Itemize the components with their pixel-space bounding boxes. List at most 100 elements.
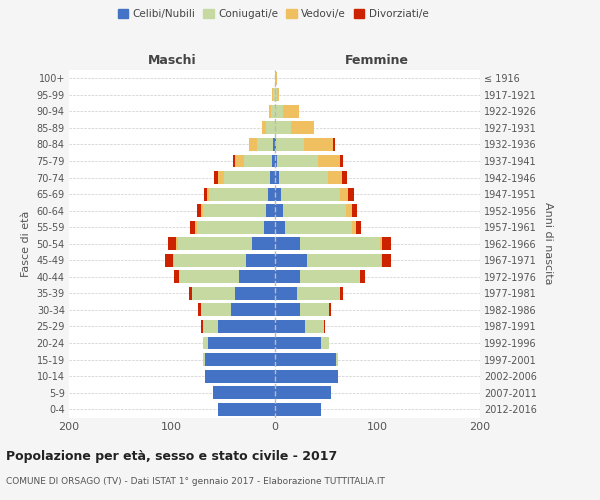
Bar [360, 270, 365, 283]
Bar [352, 220, 356, 234]
Bar [275, 171, 278, 184]
Bar [244, 154, 272, 168]
Bar [349, 188, 353, 200]
Bar [275, 72, 277, 85]
Bar [189, 287, 193, 300]
Bar [352, 204, 356, 217]
Bar [278, 171, 328, 184]
Bar [235, 287, 275, 300]
Bar [275, 254, 307, 267]
Bar [271, 171, 275, 184]
Bar [218, 171, 224, 184]
Bar [233, 154, 235, 168]
Bar [266, 204, 275, 217]
Bar [232, 304, 275, 316]
Bar [275, 336, 321, 349]
Bar [205, 370, 275, 382]
Bar [340, 188, 349, 200]
Bar [324, 320, 325, 333]
Bar [275, 105, 283, 118]
Bar [275, 88, 277, 102]
Bar [275, 370, 338, 382]
Bar [167, 238, 176, 250]
Bar [196, 220, 197, 234]
Bar [271, 105, 275, 118]
Bar [340, 154, 343, 168]
Bar [200, 304, 232, 316]
Bar [275, 304, 300, 316]
Bar [333, 138, 335, 151]
Bar [218, 403, 275, 415]
Bar [283, 105, 299, 118]
Bar [199, 304, 200, 316]
Bar [218, 320, 275, 333]
Bar [329, 304, 331, 316]
Bar [356, 220, 361, 234]
Bar [176, 238, 178, 250]
Bar [264, 220, 275, 234]
Bar [297, 287, 340, 300]
Bar [274, 88, 275, 102]
Bar [317, 154, 340, 168]
Bar [224, 171, 271, 184]
Bar [382, 238, 391, 250]
Bar [197, 220, 264, 234]
Bar [275, 122, 291, 134]
Bar [328, 171, 343, 184]
Bar [197, 204, 200, 217]
Bar [262, 122, 266, 134]
Bar [275, 403, 321, 415]
Bar [266, 122, 275, 134]
Bar [275, 138, 304, 151]
Bar [346, 204, 352, 217]
Text: COMUNE DI ORSAGO (TV) - Dati ISTAT 1° gennaio 2017 - Elaborazione TUTTITALIA.IT: COMUNE DI ORSAGO (TV) - Dati ISTAT 1° ge… [6, 478, 385, 486]
Bar [281, 188, 340, 200]
Bar [285, 220, 352, 234]
Bar [205, 353, 275, 366]
Bar [275, 204, 283, 217]
Bar [275, 270, 300, 283]
Bar [283, 204, 346, 217]
Bar [252, 238, 275, 250]
Bar [275, 238, 300, 250]
Bar [203, 188, 206, 200]
Bar [214, 171, 218, 184]
Bar [268, 188, 275, 200]
Bar [208, 336, 275, 349]
Bar [300, 304, 329, 316]
Bar [336, 353, 338, 366]
Bar [291, 122, 314, 134]
Bar [213, 386, 275, 399]
Bar [203, 336, 208, 349]
Bar [277, 88, 278, 102]
Bar [249, 138, 257, 151]
Bar [174, 270, 179, 283]
Bar [174, 254, 246, 267]
Legend: Celibi/Nubili, Coniugati/e, Vedovi/e, Divorziati/e: Celibi/Nubili, Coniugati/e, Vedovi/e, Di… [113, 5, 433, 24]
Bar [275, 188, 281, 200]
Bar [203, 353, 205, 366]
Text: Popolazione per età, sesso e stato civile - 2017: Popolazione per età, sesso e stato civil… [6, 450, 337, 463]
Bar [382, 254, 391, 267]
Bar [203, 320, 218, 333]
Bar [275, 220, 285, 234]
Bar [239, 270, 275, 283]
Bar [275, 386, 331, 399]
Bar [200, 320, 203, 333]
Y-axis label: Anni di nascita: Anni di nascita [542, 202, 553, 285]
Bar [179, 270, 239, 283]
Bar [380, 238, 382, 250]
Text: Maschi: Maschi [148, 54, 196, 66]
Bar [343, 171, 347, 184]
Bar [164, 254, 173, 267]
Bar [307, 254, 382, 267]
Bar [190, 220, 196, 234]
Bar [269, 105, 271, 118]
Bar [277, 154, 317, 168]
Bar [340, 287, 343, 300]
Bar [275, 154, 277, 168]
Text: Femmine: Femmine [345, 54, 409, 66]
Bar [246, 254, 275, 267]
Bar [203, 204, 266, 217]
Bar [305, 320, 324, 333]
